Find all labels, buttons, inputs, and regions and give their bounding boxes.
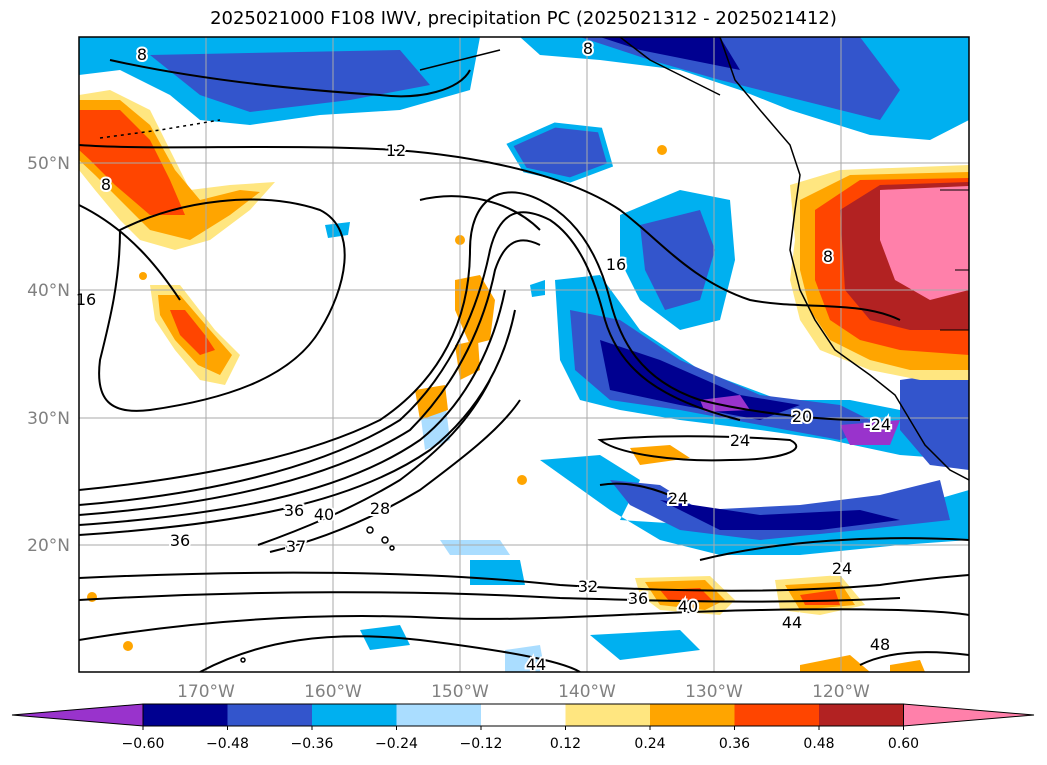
contour-labels: 8 8 12 16 16 20 24 24 24 28 32 36 36 36 … — [74, 37, 893, 676]
lat-label: 40°N — [27, 281, 70, 301]
contour-label: 12 — [386, 141, 406, 160]
contour-label: 8 — [137, 45, 147, 64]
contour-label: -24 — [865, 415, 891, 434]
contour-label: 44 — [782, 613, 802, 632]
contour-label: 24 — [730, 431, 750, 450]
precipitation-shading — [79, 37, 969, 672]
plot-frame — [78, 36, 970, 673]
lat-label: 20°N — [27, 536, 70, 556]
contour-label: 28 — [370, 499, 390, 518]
colorbar-segment — [481, 704, 566, 726]
lat-label: 30°N — [27, 409, 70, 429]
coastlines — [99, 37, 969, 663]
precip-region-subtropical-band — [555, 275, 969, 460]
lon-label: 160°W — [304, 682, 362, 702]
colorbar-tick-label: 0.12 — [550, 736, 581, 752]
colorbar-tick-label: −0.24 — [375, 736, 418, 752]
contour-label: 20 — [792, 407, 812, 426]
colorbar-tick-label: 0.24 — [634, 736, 665, 752]
iwv-contours — [79, 59, 969, 672]
lat-label: 50°N — [27, 154, 70, 174]
colorbar-tick-label: 0.36 — [719, 736, 750, 752]
contour-label: 8 — [823, 247, 833, 266]
colorbar-segment — [396, 704, 481, 726]
colorbar-segment — [650, 704, 735, 726]
map-title: 2025021000 F108 IWV, precipitation PC (2… — [210, 8, 837, 29]
contour-label: 24 — [832, 559, 852, 578]
contour-label: 16 — [76, 290, 96, 309]
colorbar-segment — [565, 704, 650, 726]
colorbar-extend-low — [11, 703, 144, 727]
lon-label: 140°W — [558, 682, 616, 702]
colorbar-tick-label: −0.36 — [291, 736, 334, 752]
colorbar-frame — [142, 703, 904, 727]
colorbar-segment — [734, 704, 819, 726]
contour-label: 48 — [870, 635, 890, 654]
contour-label: 36 — [170, 531, 190, 550]
colorbar-segment — [143, 704, 228, 726]
contour-label: 16 — [606, 255, 626, 274]
contour-label: 36 — [284, 501, 304, 520]
contour-label: 24 — [668, 489, 688, 508]
colorbar-tick-label: −0.48 — [206, 736, 249, 752]
colorbar-tick-label: 0.48 — [803, 736, 834, 752]
colorbar: −0.60 −0.48 −0.36 −0.24 −0.12 0.12 0.24 0.36 0.4… — [11, 703, 1035, 752]
contour-label: 32 — [578, 577, 598, 596]
colorbar-tick-label: 0.60 — [888, 736, 919, 752]
contour-label: 40 — [678, 597, 698, 616]
contour-label: 37 — [286, 537, 306, 556]
gridlines — [79, 37, 969, 672]
lon-label: 170°W — [177, 682, 235, 702]
colorbar-segment — [227, 704, 312, 726]
contour-label: 8 — [101, 175, 111, 194]
lon-label: 120°W — [812, 682, 870, 702]
longitude-labels: 170°W 160°W 150°W 140°W 130°W 120°W — [177, 682, 870, 702]
lon-label: 150°W — [431, 682, 489, 702]
lon-label: 130°W — [685, 682, 743, 702]
colorbar-tick-label: −0.60 — [122, 736, 165, 752]
contour-label: 44 — [526, 655, 546, 674]
contour-label: 40 — [314, 505, 334, 524]
colorbar-tick-label: −0.12 — [460, 736, 503, 752]
contour-label: 36 — [628, 589, 648, 608]
latitude-labels: 50°N 40°N 30°N 20°N — [27, 154, 70, 556]
colorbar-extend-high — [903, 703, 1035, 727]
colorbar-segment — [819, 704, 904, 726]
colorbar-segment — [312, 704, 397, 726]
contour-label: 8 — [583, 39, 593, 58]
